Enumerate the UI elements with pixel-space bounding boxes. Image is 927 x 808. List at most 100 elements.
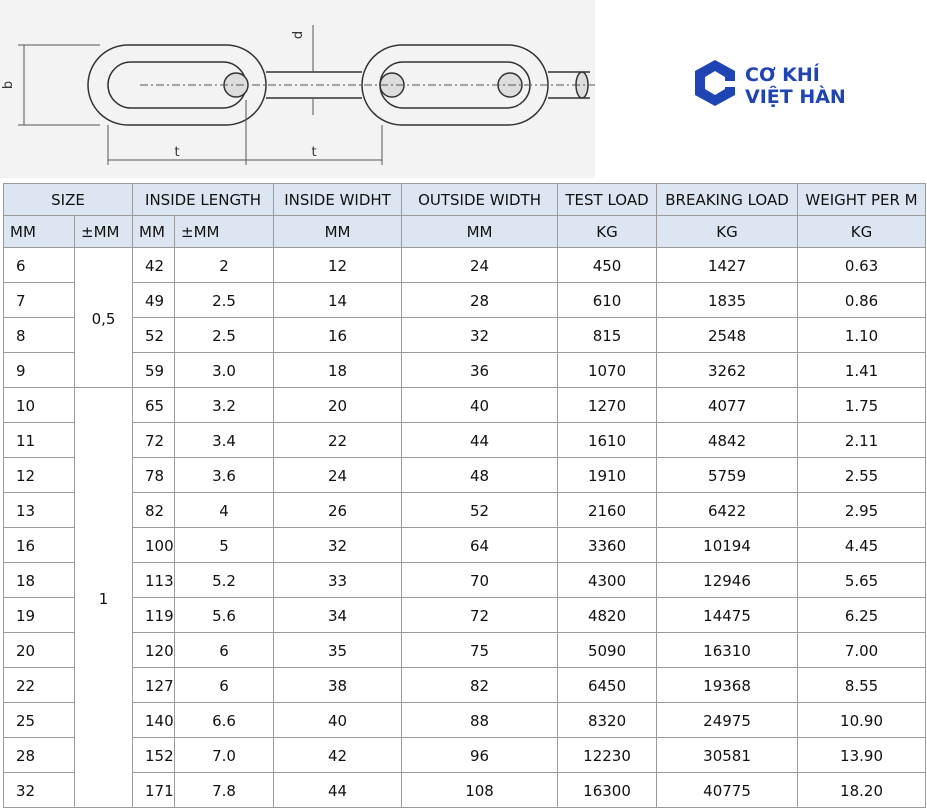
header-cell: MM [401,215,559,248]
table-cell: 82 [132,492,176,528]
table-cell: 152 [132,737,176,773]
table-cell: 11 [3,422,75,458]
table-cell: 10 [3,387,75,423]
spec-table: SIZE INSIDE LENGTH INSIDE WIDHT OUTSIDE WID… [2,183,927,808]
table-cell: 127 [132,667,176,703]
header-cell: TEST LOAD [557,183,658,216]
header-cell: BREAKING LOAD [656,183,799,216]
table-cell: 82 [401,667,559,703]
table-cell: 2160 [557,492,658,528]
header-cell: KG [656,215,799,248]
table-cell: 44 [401,422,559,458]
dim-label: t [311,145,316,160]
table-cell: 120 [132,632,176,668]
header-cell: ±MM [73,215,134,248]
table-cell: 1070 [557,352,658,388]
table-cell: 0.86 [797,282,927,318]
table-cell: 1.10 [797,317,927,353]
dim-label: b [1,81,16,89]
table-cell: 42 [273,737,403,773]
table-cell: 30581 [656,737,799,773]
table-cell: 8 [3,317,75,353]
data-row: 22 127 6 38 82 6450 19368 8.55 [3,667,927,703]
table-cell: 14475 [656,597,799,633]
chain-diagram: b d t t [0,0,595,178]
table-cell: 4820 [557,597,658,633]
table-cell: 72 [132,422,176,458]
table-cell: 1.41 [797,352,927,388]
table-cell: 1270 [557,387,658,423]
header-cell: WEIGHT PER M [797,183,927,216]
table-cell: 33 [273,562,403,598]
table-cell: 18.20 [797,772,927,808]
header-cell: ±MM [174,215,275,248]
table-cell: 7.0 [174,737,275,773]
table-cell: 2 [174,247,275,283]
table-cell: 7.8 [174,772,275,808]
table-cell: 1 [73,387,134,808]
table-cell: 140 [132,702,176,738]
table-cell: 32 [401,317,559,353]
data-row: 11 72 3.4 22 44 1610 4842 2.11 [3,422,927,458]
dim-label: d [291,31,306,39]
table-cell: 9 [3,352,75,388]
table-cell: 8.55 [797,667,927,703]
table-cell: 10194 [656,527,799,563]
data-row: 19 119 5.6 34 72 4820 14475 6.25 [3,597,927,633]
data-row: 7 49 2.5 14 28 610 1835 0.86 [3,282,927,318]
table-cell: 5.6 [174,597,275,633]
table-cell: 49 [132,282,176,318]
table-cell: 48 [401,457,559,493]
table-cell: 3.0 [174,352,275,388]
data-row: 32 171 7.8 44 108 16300 40775 18.20 [3,772,927,808]
table-cell: 6 [174,632,275,668]
table-cell: 78 [132,457,176,493]
table-cell: 5090 [557,632,658,668]
table-cell: 4 [174,492,275,528]
table-cell: 44 [273,772,403,808]
table-cell: 70 [401,562,559,598]
header-cell: SIZE [2,183,134,216]
table-cell: 32 [273,527,403,563]
header-cell: MM [132,215,176,248]
table-cell: 24975 [656,702,799,738]
table-cell: 6.25 [797,597,927,633]
table-cell: 3.6 [174,457,275,493]
table-cell: 610 [557,282,658,318]
table-cell: 96 [401,737,559,773]
table-cell: 8320 [557,702,658,738]
table-cell: 2.95 [797,492,927,528]
header-cell: KG [557,215,658,248]
data-row: 8 52 2.5 16 32 815 2548 1.10 [3,317,927,353]
table-cell: 36 [401,352,559,388]
table-cell: 28 [3,737,75,773]
table-cell: 171 [132,772,176,808]
data-row: 28 152 7.0 42 96 12230 30581 13.90 [3,737,927,773]
header-cell: KG [797,215,927,248]
data-row: 18 113 5.2 33 70 4300 12946 5.65 [3,562,927,598]
table-cell: 34 [273,597,403,633]
table-cell: 6.6 [174,702,275,738]
header-cell: INSIDE LENGTH [132,183,275,216]
table-cell: 5.2 [174,562,275,598]
table-cell: 1427 [656,247,799,283]
table-cell: 3.4 [174,422,275,458]
table-cell: 13 [3,492,75,528]
data-row: 9 59 3.0 18 36 1070 3262 1.41 [3,352,927,388]
table-cell: 12 [3,457,75,493]
table-cell: 0.63 [797,247,927,283]
table-cell: 7.00 [797,632,927,668]
table-cell: 2.5 [174,282,275,318]
table-cell: 22 [3,667,75,703]
header-cell: MM [3,215,75,248]
table-cell: 3262 [656,352,799,388]
table-cell: 26 [273,492,403,528]
table-cell: 19368 [656,667,799,703]
data-row: 25 140 6.6 40 88 8320 24975 10.90 [3,702,927,738]
table-cell: 24 [273,457,403,493]
table-cell: 1.75 [797,387,927,423]
table-cell: 18 [3,562,75,598]
table-cell: 24 [401,247,559,283]
table-cell: 4077 [656,387,799,423]
table-cell: 3.2 [174,387,275,423]
